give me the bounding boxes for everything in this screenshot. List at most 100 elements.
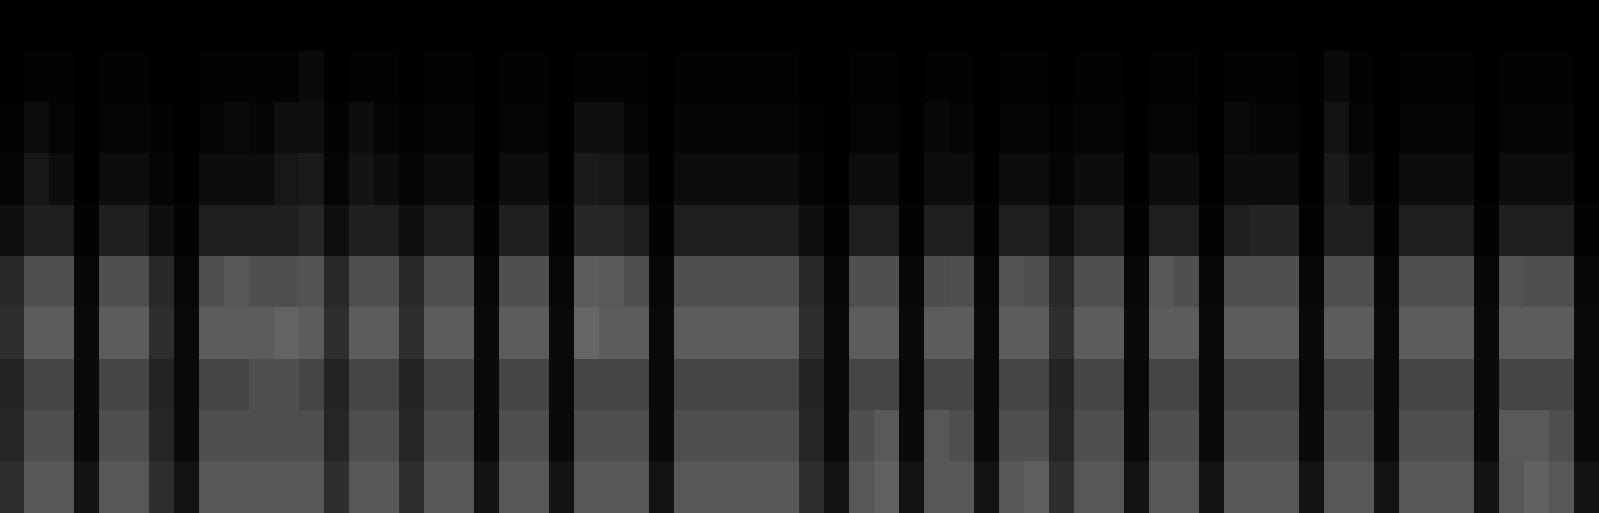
heat-cell xyxy=(49,256,75,308)
heat-cell xyxy=(1174,51,1200,103)
heat-cell xyxy=(1474,410,1500,462)
heat-cell xyxy=(849,256,875,308)
heat-cell xyxy=(1124,153,1150,206)
heat-cell xyxy=(49,410,75,462)
heat-cell xyxy=(1174,205,1200,257)
heat-cell xyxy=(474,0,500,52)
heat-cell xyxy=(874,0,900,52)
heat-cell xyxy=(849,153,875,206)
heat-cell xyxy=(1074,410,1100,462)
heat-cell xyxy=(374,0,400,52)
heat-cell xyxy=(24,307,50,360)
heat-cell xyxy=(1174,102,1200,154)
heat-cell xyxy=(1424,153,1450,206)
heat-cell xyxy=(224,153,250,206)
heat-cell xyxy=(1149,205,1175,257)
heat-cell xyxy=(1349,0,1375,52)
heat-cell xyxy=(1574,461,1599,513)
heat-cell xyxy=(849,0,875,52)
heat-cell xyxy=(1074,256,1100,308)
heat-cell xyxy=(599,153,625,206)
heat-cell xyxy=(624,102,650,154)
heat-cell xyxy=(1074,205,1100,257)
heat-cell xyxy=(124,0,150,52)
heat-cell xyxy=(749,410,775,462)
heat-cell xyxy=(399,461,425,513)
heat-cell xyxy=(824,256,850,308)
heat-cell xyxy=(1249,0,1275,52)
heat-cell xyxy=(899,410,925,462)
heat-cell xyxy=(874,51,900,103)
heat-cell xyxy=(249,307,275,360)
heat-cell xyxy=(224,0,250,52)
heat-cell xyxy=(724,0,750,52)
heat-cell xyxy=(1374,205,1400,257)
heat-cell xyxy=(1474,51,1500,103)
heat-cell xyxy=(649,51,675,103)
heat-cell xyxy=(1374,256,1400,308)
heat-cell xyxy=(574,461,600,513)
heat-cell xyxy=(249,0,275,52)
heat-cell xyxy=(0,205,25,257)
heat-cell xyxy=(1149,153,1175,206)
heat-cell xyxy=(974,51,1000,103)
heat-cell xyxy=(1274,0,1300,52)
heat-cell xyxy=(1324,0,1350,52)
heat-cell xyxy=(424,307,450,360)
heat-cell xyxy=(524,359,550,411)
heat-cell xyxy=(1024,0,1050,52)
heat-cell xyxy=(799,256,825,308)
heat-cell xyxy=(1099,51,1125,103)
heat-cell xyxy=(1249,153,1275,206)
heat-cell xyxy=(349,410,375,462)
heat-cell xyxy=(1124,256,1150,308)
heat-cell xyxy=(0,51,25,103)
heat-cell xyxy=(1424,51,1450,103)
heat-cell xyxy=(1024,153,1050,206)
heat-cell xyxy=(1074,153,1100,206)
heat-cell xyxy=(0,102,25,154)
heat-cell xyxy=(324,51,350,103)
heat-cell xyxy=(1024,359,1050,411)
heat-cell xyxy=(1499,51,1525,103)
heat-cell xyxy=(524,205,550,257)
heat-cell xyxy=(74,0,100,52)
heat-cell xyxy=(499,307,525,360)
heat-cell xyxy=(1349,307,1375,360)
heat-cell xyxy=(399,256,425,308)
heat-cell xyxy=(399,205,425,257)
heat-cell xyxy=(774,0,800,52)
heat-cell xyxy=(399,102,425,154)
heat-cell xyxy=(149,153,175,206)
heat-cell xyxy=(1549,153,1575,206)
heat-cell xyxy=(124,359,150,411)
heat-cell xyxy=(449,307,475,360)
heat-cell xyxy=(149,410,175,462)
heat-cell xyxy=(124,461,150,513)
heat-cell xyxy=(1074,51,1100,103)
heat-cell xyxy=(749,256,775,308)
heat-cell xyxy=(599,461,625,513)
heat-cell xyxy=(424,256,450,308)
heat-cell xyxy=(1549,307,1575,360)
heat-cell xyxy=(1024,102,1050,154)
heat-cell xyxy=(99,307,125,360)
heat-cell xyxy=(1424,205,1450,257)
heat-cell xyxy=(224,307,250,360)
heat-cell xyxy=(624,410,650,462)
heat-cell xyxy=(474,51,500,103)
heat-cell xyxy=(1224,0,1250,52)
heat-cell xyxy=(199,51,225,103)
heat-cell xyxy=(1449,51,1475,103)
heat-cell xyxy=(1524,205,1550,257)
heat-cell xyxy=(174,410,200,462)
heat-cell xyxy=(1524,359,1550,411)
heat-cell xyxy=(1324,410,1350,462)
heat-cell xyxy=(1024,461,1050,513)
heat-cell xyxy=(1274,102,1300,154)
heat-cell xyxy=(49,0,75,52)
heat-cell xyxy=(424,410,450,462)
heat-cell xyxy=(249,102,275,154)
heat-cell xyxy=(449,0,475,52)
heat-cell xyxy=(1324,461,1350,513)
